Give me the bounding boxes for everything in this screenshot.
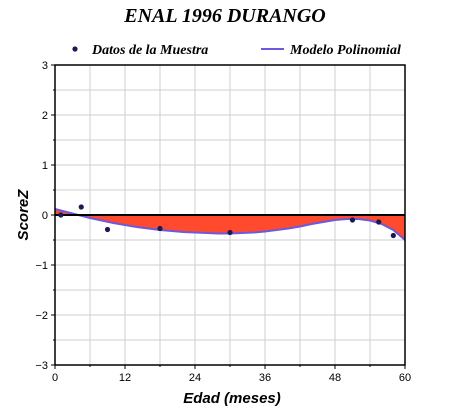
y-tick-label: 0 — [42, 210, 48, 222]
x-axis-label: Edad (meses) — [183, 390, 281, 407]
data-points — [58, 204, 396, 239]
fill-area — [55, 209, 405, 240]
y-tick-label: 1 — [42, 160, 48, 172]
legend: Datos de la Muestra Modelo Polinomial — [72, 43, 401, 58]
y-tick-label: 2 — [42, 110, 48, 122]
data-point — [227, 229, 233, 236]
data-point — [58, 212, 64, 218]
y-ticks: −3 −2 −1 0 1 2 3 — [35, 60, 55, 372]
data-point — [157, 225, 163, 232]
chart-title: ENAL 1996 DURANGO — [123, 5, 326, 27]
legend-label-datos: Datos de la Muestra — [91, 43, 208, 58]
x-tick-label: 36 — [259, 372, 271, 384]
y-tick-label: 3 — [42, 60, 48, 72]
x-tick-label: 60 — [399, 372, 411, 384]
y-tick-label: −1 — [35, 260, 48, 272]
data-point — [376, 219, 382, 225]
legend-marker-datos — [72, 46, 78, 52]
model-fill-area — [55, 209, 405, 240]
legend-label-modelo: Modelo Polinomial — [289, 43, 401, 58]
y-tick-label: −2 — [35, 310, 48, 322]
x-tick-label: 48 — [329, 372, 341, 384]
data-point — [390, 232, 396, 239]
x-tick-label: 24 — [189, 372, 201, 384]
x-tick-label: 12 — [119, 372, 131, 384]
x-ticks: 0 12 24 36 48 60 — [52, 365, 411, 384]
data-point — [349, 217, 356, 223]
data-point — [104, 226, 111, 233]
y-axis-label: ScoreZ — [15, 189, 32, 241]
data-point — [78, 204, 84, 210]
y-tick-label: −3 — [35, 360, 48, 372]
x-tick-label: 0 — [52, 372, 58, 384]
